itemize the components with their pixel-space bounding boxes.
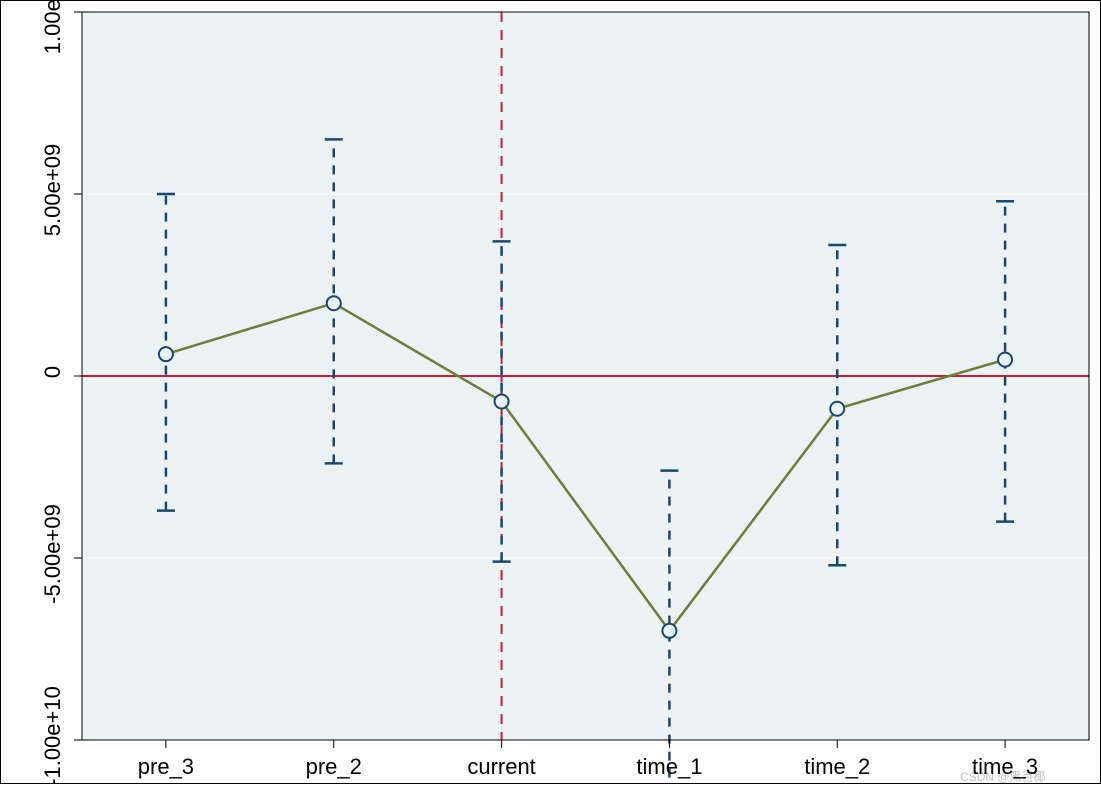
chart-container: -1.00e+10 -5.00e+09 0 5.00e+09 1.00e+10 pre_3… bbox=[0, 0, 1101, 784]
data-point-marker bbox=[662, 624, 676, 638]
data-point-marker bbox=[159, 347, 173, 361]
y-tick-label: 5.00e+09 bbox=[40, 144, 65, 236]
data-point-marker bbox=[830, 402, 844, 416]
x-tick-label: pre_3 bbox=[138, 754, 194, 779]
y-tick-label: -5.00e+09 bbox=[40, 504, 65, 604]
y-tick-label: -1.00e+10 bbox=[40, 686, 65, 784]
event-study-chart: -1.00e+10 -5.00e+09 0 5.00e+09 1.00e+10 pre_3… bbox=[0, 0, 1101, 784]
y-tick-label: 1.00e+10 bbox=[40, 0, 65, 54]
data-point-marker bbox=[495, 394, 509, 408]
x-tick-label: time_2 bbox=[804, 754, 870, 779]
watermark: CSDN @黑百椰 bbox=[960, 768, 1046, 785]
y-tick-label: 0 bbox=[40, 366, 65, 378]
x-tick-label: pre_2 bbox=[306, 754, 362, 779]
x-tick-label: time_1 bbox=[636, 754, 702, 779]
x-tick-label: current bbox=[467, 754, 535, 779]
data-point-marker bbox=[998, 353, 1012, 367]
data-point-marker bbox=[327, 296, 341, 310]
